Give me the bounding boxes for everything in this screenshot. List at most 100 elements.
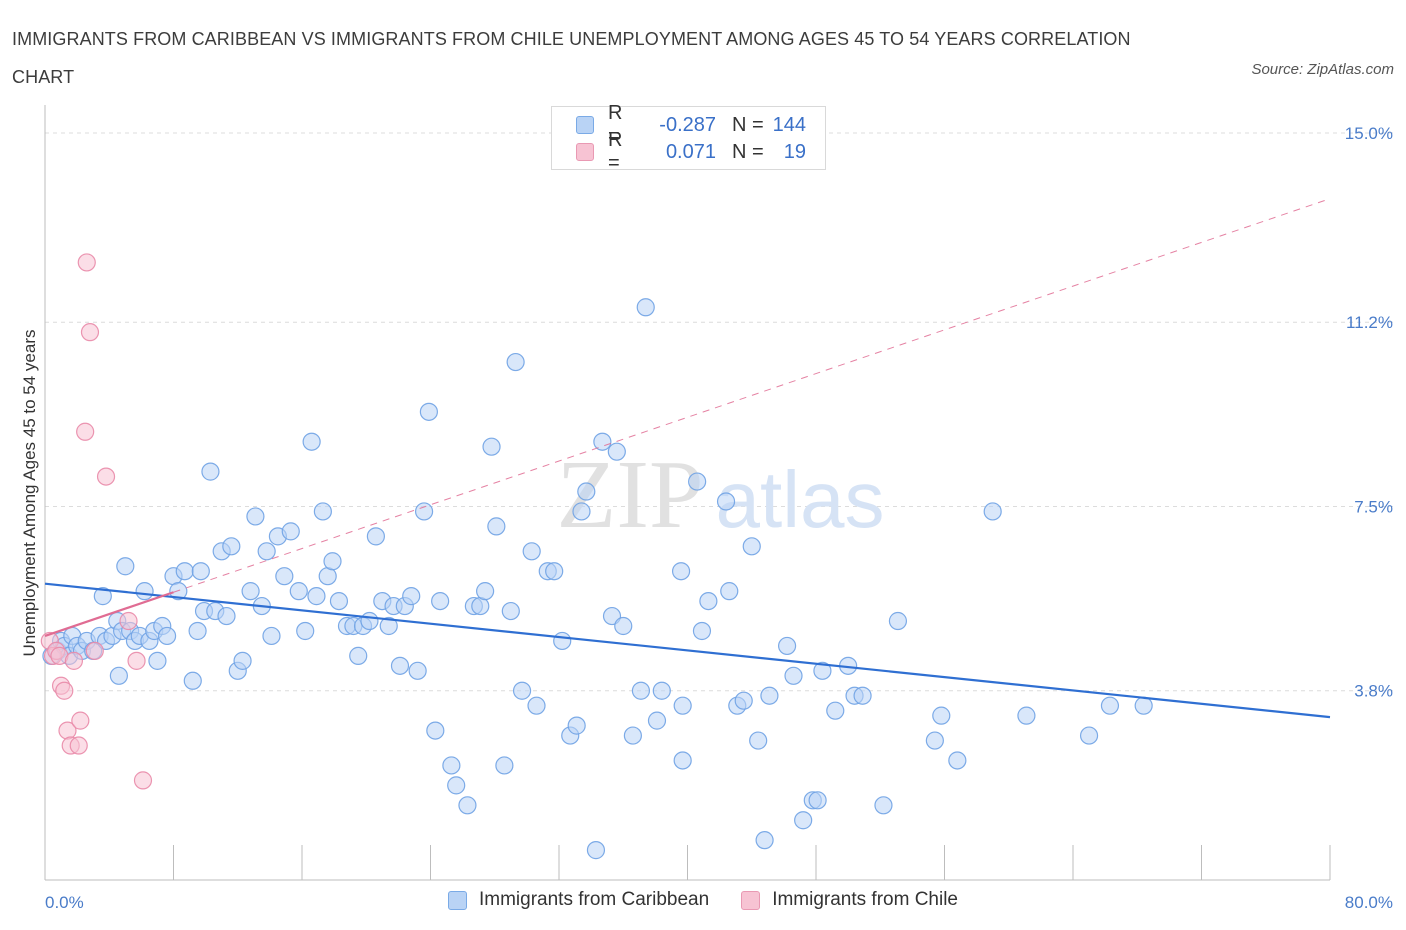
caribbean-point[interactable] xyxy=(623,726,642,745)
caribbean-point[interactable] xyxy=(607,442,626,461)
caribbean-point[interactable] xyxy=(826,701,845,720)
caribbean-point[interactable] xyxy=(217,606,236,626)
caribbean-point[interactable] xyxy=(614,616,633,636)
caribbean-point[interactable] xyxy=(631,681,651,700)
caribbean-point[interactable] xyxy=(487,517,506,536)
caribbean-point[interactable] xyxy=(135,582,154,601)
caribbean-point[interactable] xyxy=(148,651,167,670)
caribbean-point[interactable] xyxy=(1134,696,1153,715)
caribbean-point[interactable] xyxy=(183,671,202,690)
caribbean-point[interactable] xyxy=(501,601,520,621)
chile-point[interactable] xyxy=(64,651,84,670)
caribbean-point[interactable] xyxy=(246,507,265,526)
caribbean-point[interactable] xyxy=(289,582,308,601)
caribbean-point[interactable] xyxy=(109,666,128,685)
caribbean-point[interactable] xyxy=(476,582,495,601)
caribbean-point[interactable] xyxy=(692,621,712,641)
caribbean-point[interactable] xyxy=(329,591,349,611)
caribbean-point[interactable] xyxy=(688,472,707,491)
caribbean-point[interactable] xyxy=(925,731,944,750)
caribbean-point[interactable] xyxy=(495,756,514,775)
caribbean-point[interactable] xyxy=(366,527,385,546)
caribbean-point[interactable] xyxy=(431,591,450,611)
caribbean-point[interactable] xyxy=(553,631,572,651)
caribbean-point[interactable] xyxy=(257,542,276,561)
caribbean-point[interactable] xyxy=(379,616,398,636)
caribbean-point[interactable] xyxy=(673,696,692,715)
caribbean-point[interactable] xyxy=(349,646,368,665)
caribbean-point[interactable] xyxy=(458,796,477,815)
caribbean-point[interactable] xyxy=(636,298,655,317)
caribbean-point[interactable] xyxy=(233,651,252,670)
caribbean-point[interactable] xyxy=(169,582,188,601)
chile-point[interactable] xyxy=(69,736,88,755)
caribbean-point[interactable] xyxy=(482,437,501,456)
caribbean-point[interactable] xyxy=(794,811,813,830)
caribbean-point[interactable] xyxy=(577,482,596,501)
caribbean-point[interactable] xyxy=(402,587,421,606)
caribbean-point[interactable] xyxy=(241,582,260,601)
caribbean-point[interactable] xyxy=(522,542,541,561)
caribbean-point[interactable] xyxy=(222,537,241,556)
caribbean-point[interactable] xyxy=(442,756,461,775)
caribbean-point[interactable] xyxy=(296,621,315,641)
legend-item-chile[interactable]: Immigrants from Chile xyxy=(741,889,958,911)
caribbean-point[interactable] xyxy=(390,656,410,675)
caribbean-point[interactable] xyxy=(784,666,803,685)
chile-point[interactable] xyxy=(133,771,153,790)
caribbean-point[interactable] xyxy=(262,626,281,646)
caribbean-point[interactable] xyxy=(760,686,779,705)
chile-point[interactable] xyxy=(80,323,100,342)
chile-point[interactable] xyxy=(119,611,138,631)
caribbean-point[interactable] xyxy=(307,587,326,606)
caribbean-point[interactable] xyxy=(188,621,207,641)
caribbean-point[interactable] xyxy=(673,751,692,770)
caribbean-point[interactable] xyxy=(948,751,967,770)
caribbean-point[interactable] xyxy=(742,537,761,556)
caribbean-point[interactable] xyxy=(716,492,736,511)
caribbean-point[interactable] xyxy=(874,796,893,815)
chile-point[interactable] xyxy=(127,651,146,670)
chile-point[interactable] xyxy=(55,681,74,700)
caribbean-point[interactable] xyxy=(275,567,294,586)
caribbean-point[interactable] xyxy=(888,611,908,631)
chile-point[interactable] xyxy=(85,641,104,661)
caribbean-point[interactable] xyxy=(1079,726,1099,745)
caribbean-point[interactable] xyxy=(527,696,546,715)
chile-point[interactable] xyxy=(76,422,95,441)
caribbean-point[interactable] xyxy=(749,731,768,750)
caribbean-point[interactable] xyxy=(157,626,177,646)
caribbean-point[interactable] xyxy=(545,562,564,581)
caribbean-point[interactable] xyxy=(116,557,135,576)
chile-point[interactable] xyxy=(96,467,116,486)
caribbean-point[interactable] xyxy=(808,791,827,810)
caribbean-point[interactable] xyxy=(1017,706,1036,725)
caribbean-point[interactable] xyxy=(567,716,586,735)
chile-point[interactable] xyxy=(71,711,90,730)
caribbean-point[interactable] xyxy=(175,562,194,581)
caribbean-point[interactable] xyxy=(853,686,872,705)
caribbean-point[interactable] xyxy=(313,502,332,521)
chile-point[interactable] xyxy=(77,253,96,272)
caribbean-point[interactable] xyxy=(671,562,691,581)
legend-item-caribbean[interactable]: Immigrants from Caribbean xyxy=(447,889,709,911)
caribbean-point[interactable] xyxy=(191,562,210,581)
caribbean-point[interactable] xyxy=(586,841,606,860)
caribbean-point[interactable] xyxy=(302,432,321,451)
caribbean-point[interactable] xyxy=(506,352,525,372)
caribbean-point[interactable] xyxy=(360,611,379,631)
caribbean-point[interactable] xyxy=(652,681,671,700)
caribbean-point[interactable] xyxy=(201,462,220,481)
caribbean-point[interactable] xyxy=(813,661,832,680)
caribbean-point[interactable] xyxy=(699,591,718,611)
caribbean-point[interactable] xyxy=(932,706,951,725)
caribbean-point[interactable] xyxy=(323,552,342,571)
caribbean-point[interactable] xyxy=(755,831,774,850)
caribbean-point[interactable] xyxy=(720,582,739,601)
caribbean-point[interactable] xyxy=(734,691,753,710)
caribbean-point[interactable] xyxy=(408,661,427,680)
caribbean-point[interactable] xyxy=(419,402,438,421)
caribbean-point[interactable] xyxy=(414,502,434,521)
caribbean-point[interactable] xyxy=(572,502,591,521)
caribbean-point[interactable] xyxy=(777,636,797,656)
